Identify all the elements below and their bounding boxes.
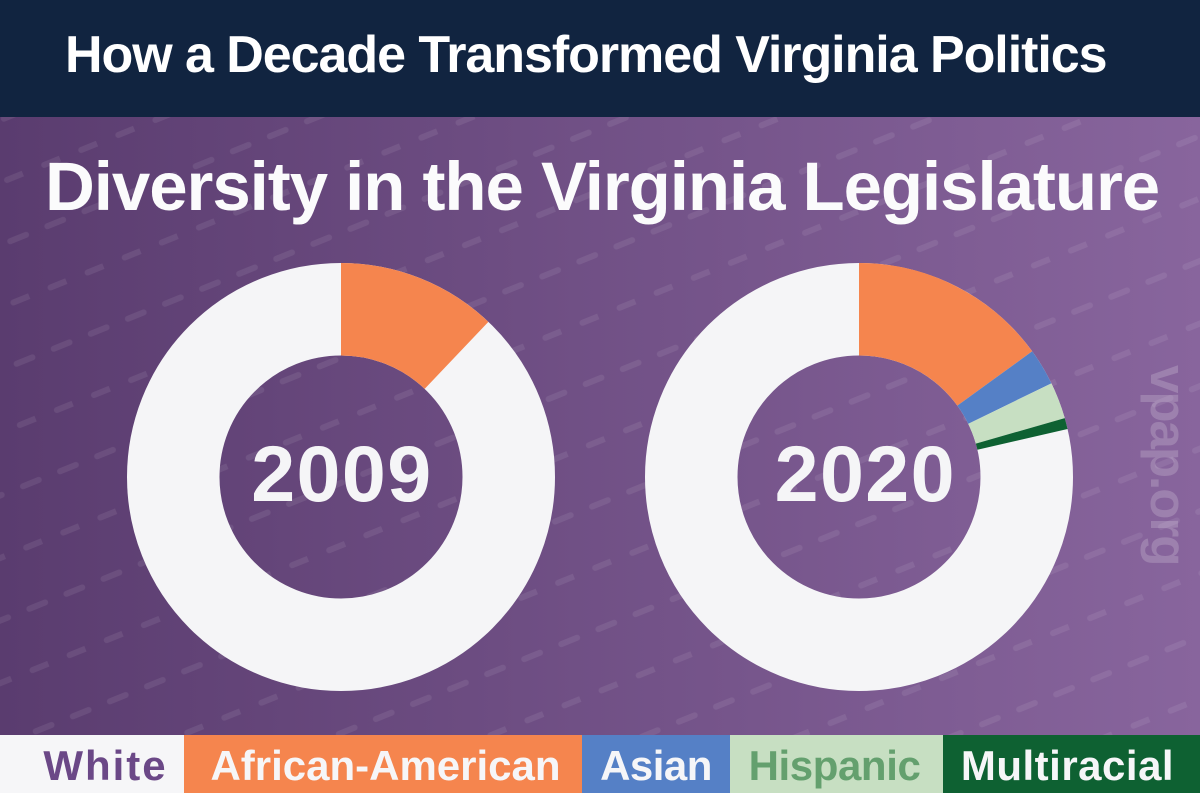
svg-text:2009: 2009 (251, 429, 432, 518)
svg-text:2020: 2020 (775, 429, 956, 518)
